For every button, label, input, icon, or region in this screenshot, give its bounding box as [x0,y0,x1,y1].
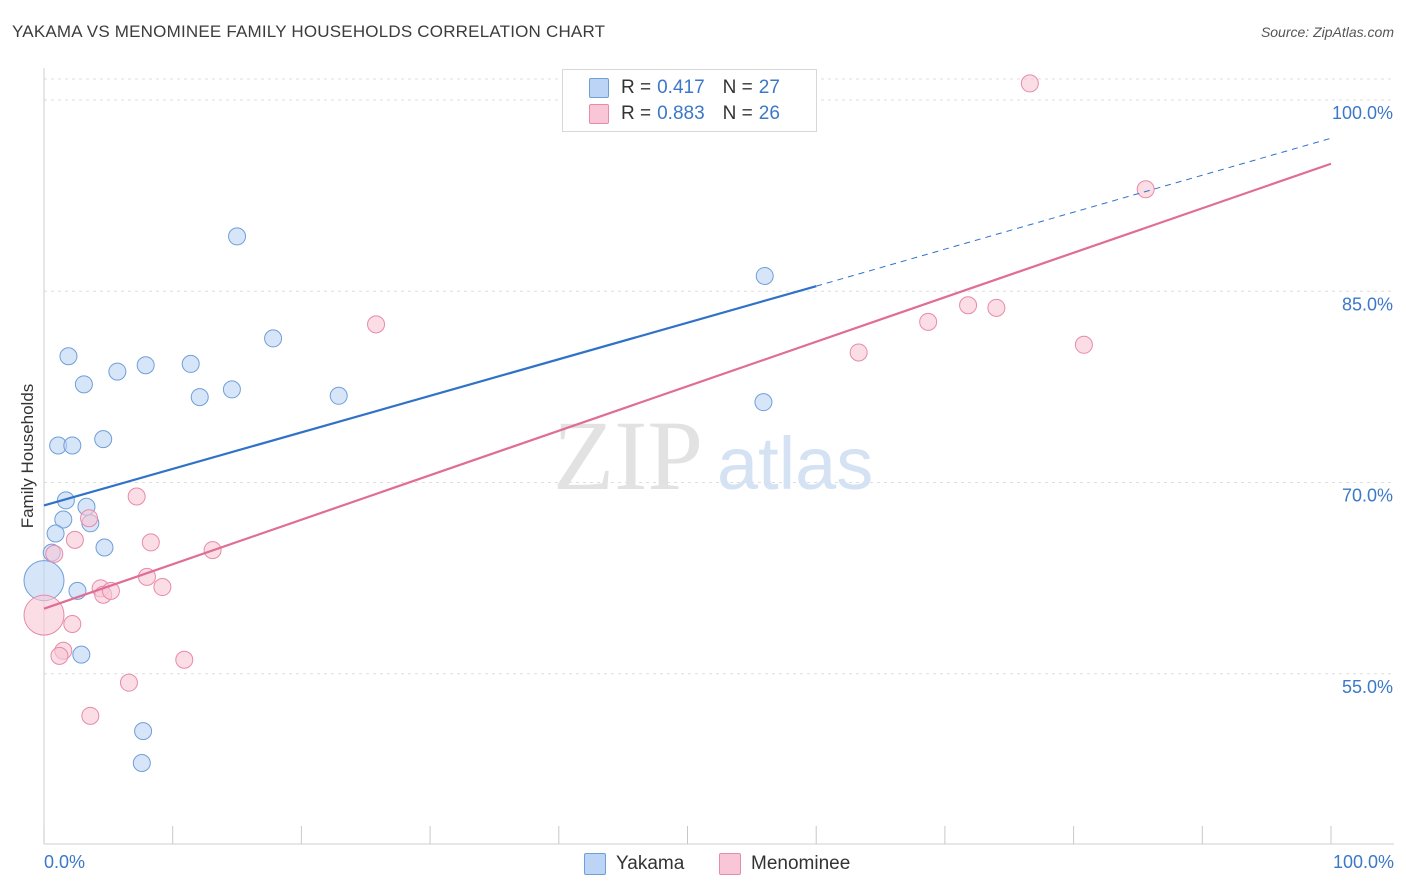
menominee-point [81,706,100,725]
yakama-point [74,375,93,394]
yakama-point [132,754,151,772]
yakama-point [54,510,73,529]
menominee-point [959,296,978,315]
yakama-trend-line [43,285,817,507]
legend-label-menominee: Menominee [751,853,851,874]
x-tick-label-min: 0.0% [44,852,86,872]
menominee-point [127,487,146,506]
legend-row-yakama: R = 0.417 N = 27 [589,76,780,100]
legend-r-value: 0.883 [657,103,705,124]
menominee-point [63,615,82,634]
x-tick-label-max: 100.0% [1332,852,1394,872]
yakama-point [264,329,283,348]
menominee-swatch [589,104,609,124]
bottom-legend-yakama: Yakama [584,852,684,876]
menominee-point [45,544,64,563]
menominee-point [1020,74,1039,93]
menominee-point [1074,335,1093,354]
legend-n-label: N = [722,77,753,98]
y-tick-label: 100.0% [1332,103,1393,123]
y-tick-label: 70.0% [1342,486,1393,506]
menominee-point [153,578,172,597]
menominee-swatch [719,853,741,875]
source-label: Source: ZipAtlas.com [1260,24,1394,40]
yakama-point [181,354,200,373]
legend-n-value: 27 [758,77,780,98]
yakama-point [95,538,114,557]
legend-r-label: R = [621,103,652,124]
yakama-point [329,386,348,405]
menominee-point [175,650,194,669]
menominee-point [367,315,386,334]
legend-n-value: 26 [758,103,780,124]
yakama-trend-extension [816,137,1332,287]
y-tick-label: 55.0% [1342,677,1393,697]
legend-n-label: N = [722,103,753,124]
bottom-legend-menominee: Menominee [719,852,850,876]
yakama-point [755,266,774,285]
yakama-point [108,362,127,381]
menominee-point [119,673,138,692]
yakama-point [134,722,153,741]
yakama-point [754,393,773,412]
watermark-atlas: atlas [717,422,873,505]
yakama-point [136,356,155,375]
menominee-point [80,509,99,528]
legend-r-value: 0.417 [657,77,705,98]
menominee-point [849,343,868,362]
menominee-point [987,298,1006,317]
yakama-point [228,227,247,246]
yakama-point [94,430,113,449]
menominee-point [23,594,65,636]
y-axis-label: Family Households [18,383,37,529]
yakama-point [59,347,78,366]
yakama-point [190,388,209,407]
yakama-point [46,524,65,543]
yakama-swatch [584,853,606,875]
legend-r-label: R = [621,77,652,98]
menominee-point [50,646,69,665]
menominee-point [141,533,160,552]
yakama-point [63,436,82,455]
menominee-trend-line [43,162,1332,610]
yakama-swatch [589,78,609,98]
yakama-point [72,645,91,664]
legend-label-yakama: Yakama [616,853,685,874]
chart-title: YAKAMA VS MENOMINEE FAMILY HOUSEHOLDS CO… [12,22,606,41]
yakama-point [222,380,241,399]
legend-row-menominee: R = 0.883 N = 26 [589,102,780,126]
y-tick-label: 85.0% [1342,294,1393,314]
menominee-point [65,530,84,549]
legend-box: R = 0.417 N = 27 R = 0.883 N = 26 [562,69,817,132]
watermark-zip: ZIP [553,400,703,511]
menominee-point [919,312,938,331]
menominee-point [1136,180,1155,199]
